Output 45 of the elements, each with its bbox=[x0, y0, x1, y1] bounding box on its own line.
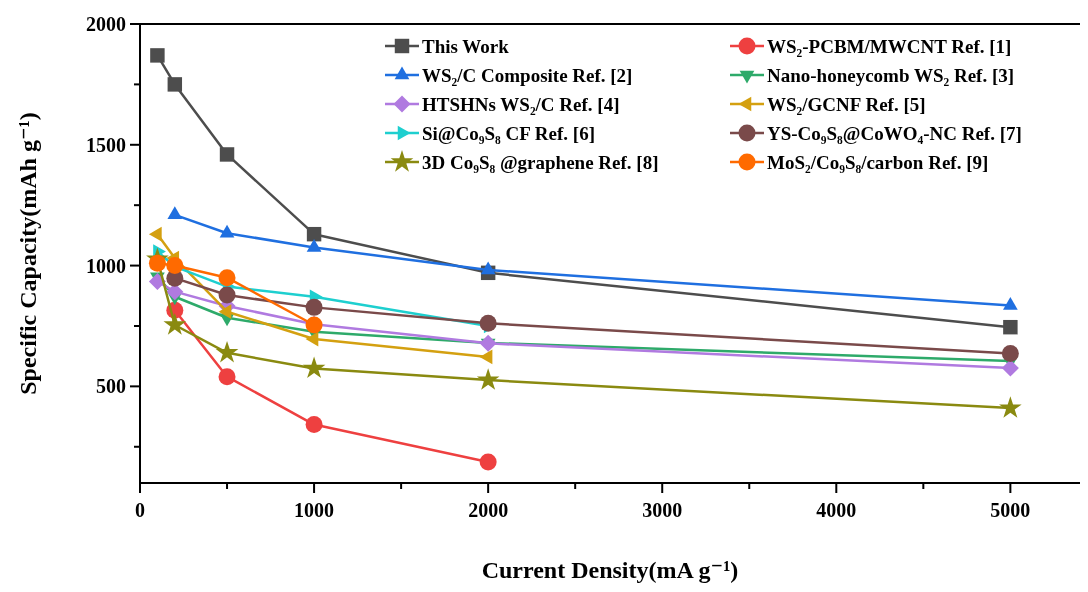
y-axis-title: Specific Capacity(mAh g⁻¹) bbox=[15, 112, 41, 395]
point bbox=[215, 340, 239, 363]
x-tick-label: 2000 bbox=[468, 499, 509, 521]
legend-label: YS-Co₉S₈@CoWO₄-NC Ref. [7] bbox=[767, 122, 1022, 144]
point bbox=[1001, 345, 1019, 362]
point bbox=[479, 334, 497, 352]
point bbox=[218, 286, 236, 304]
point bbox=[166, 257, 184, 275]
y-tick-label: 500 bbox=[96, 375, 126, 398]
legend-label: WS₂/C Composite Ref. [2] bbox=[422, 64, 633, 86]
point bbox=[305, 416, 323, 434]
point bbox=[306, 226, 322, 242]
x-axis-title: Current Density(mA g⁻¹) bbox=[481, 557, 739, 583]
legend-label: WS₂/GCNF Ref. [5] bbox=[767, 93, 926, 115]
point bbox=[305, 298, 323, 316]
point bbox=[1003, 319, 1018, 335]
point bbox=[219, 147, 235, 162]
legend-label: This Work bbox=[422, 35, 510, 57]
point bbox=[999, 396, 1022, 418]
legend-label: Si@Co₉S₈ CF Ref. [6] bbox=[422, 122, 595, 144]
point bbox=[150, 48, 165, 63]
y-tick-label: 2000 bbox=[86, 13, 126, 35]
y-tick-label: 1500 bbox=[86, 133, 126, 156]
point bbox=[167, 77, 183, 92]
point bbox=[479, 314, 497, 332]
point bbox=[167, 206, 183, 220]
x-tick-label: 1000 bbox=[294, 499, 335, 521]
point bbox=[218, 368, 236, 386]
x-tick-label: 5000 bbox=[990, 499, 1031, 521]
legend-label: WS₂-PCBM/MWCNT Ref. [1] bbox=[767, 35, 1012, 57]
point bbox=[479, 453, 497, 471]
x-tick-label: 4000 bbox=[816, 499, 857, 521]
legend-label: Nano-honeycomb WS₂ Ref. [3] bbox=[767, 64, 1015, 86]
x-tick-label: 0 bbox=[135, 499, 145, 521]
point bbox=[218, 269, 236, 287]
legend-label: 3D Co₉S₈ @graphene Ref. [8] bbox=[422, 151, 659, 173]
legend-label: MoS₂/Co₉S₈/carbon Ref. [9] bbox=[767, 151, 989, 173]
x-tick-label: 3000 bbox=[642, 499, 683, 521]
y-tick-label: 1000 bbox=[86, 254, 126, 277]
point bbox=[219, 224, 235, 238]
point bbox=[163, 313, 187, 335]
point bbox=[476, 368, 500, 390]
point bbox=[302, 356, 326, 379]
point bbox=[480, 261, 496, 275]
legend-label: HTSHNs WS₂/C Ref. [4] bbox=[422, 93, 620, 115]
